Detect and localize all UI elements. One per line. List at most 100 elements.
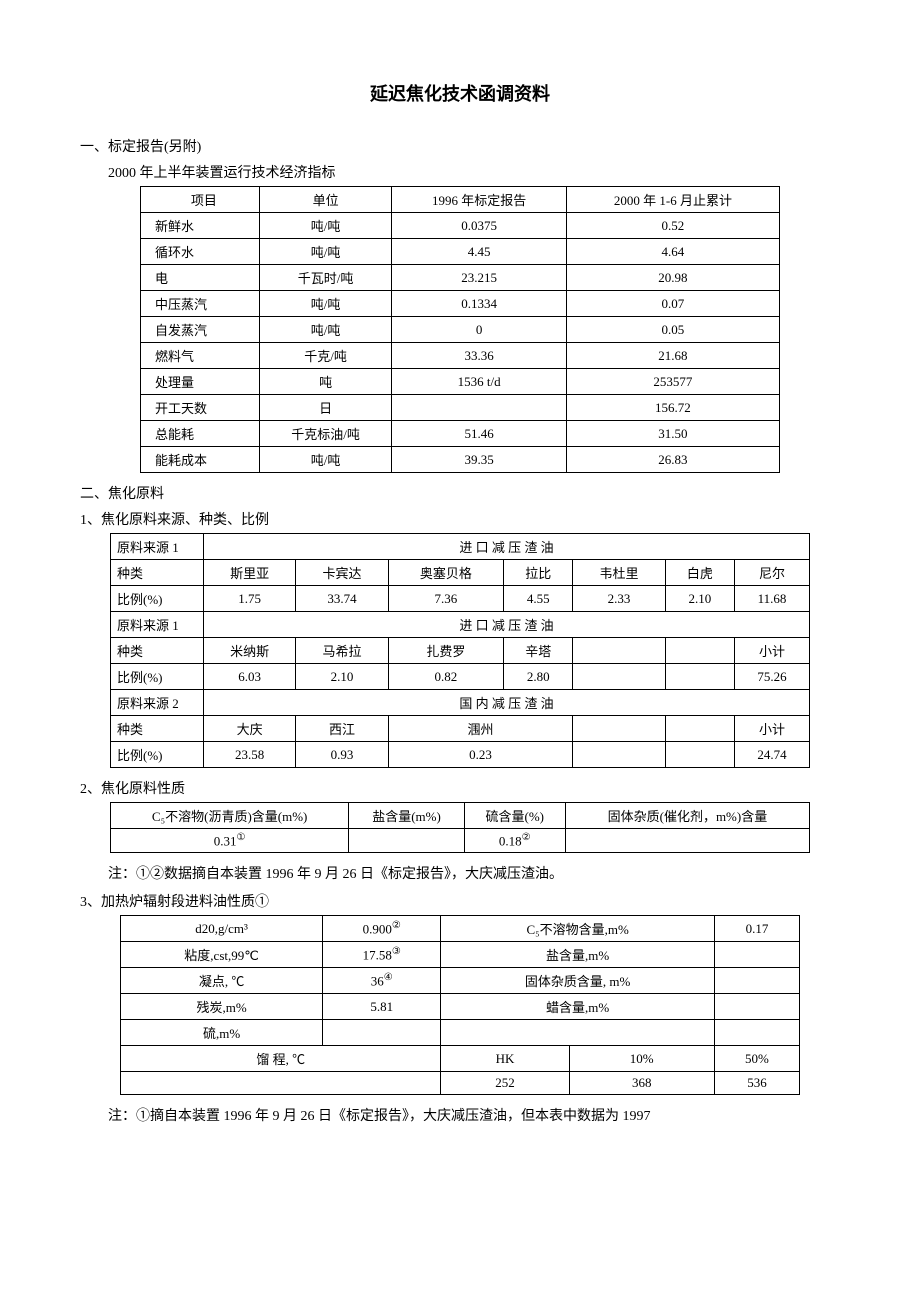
table-cell [714,942,799,968]
t2-k [665,638,734,664]
table-cell [392,395,566,421]
table-cell: 21.68 [566,343,779,369]
table-cell: 0.05 [566,317,779,343]
t3-h0: C₅不溶物(沥青质)含量(m%) [111,803,349,829]
t2-r: 6.03 [204,664,296,690]
sub2-heading: 2、焦化原料性质 [80,778,840,798]
sub2-note: 注：①②数据摘自本装置 1996 年 9 月 26 日《标定报告》，大庆减压渣油… [80,863,840,883]
table-cell [714,994,799,1020]
table-cell: 燃料气 [141,343,260,369]
sub3-heading: 3、加热炉辐射段进料油性质① [80,891,840,911]
table-cell: 39.35 [392,447,566,473]
t2-r [665,664,734,690]
t4-v1: 252 [441,1072,569,1095]
table3: C₅不溶物(沥青质)含量(m%) 盐含量(m%) 硫含量(%) 固体杂质(催化剂… [110,802,810,853]
t2-k: 尼尔 [734,560,809,586]
table-cell: 0.1334 [392,291,566,317]
table-row: 粘度,cst,99℃17.58③盐含量,m% [121,942,800,968]
t1-col2: 1996 年标定报告 [392,187,566,213]
table-cell: 吨/吨 [259,291,392,317]
table-cell: 残炭,m% [121,994,323,1020]
t2-r [573,742,665,768]
table-cell: 日 [259,395,392,421]
t2-ratio3: 比例(%) [111,742,204,768]
table-cell: 51.46 [392,421,566,447]
t2-kind3: 种类 [111,716,204,742]
table2: 原料来源 1 进 口 减 压 渣 油 种类 斯里亚 卡宾达 奥塞贝格 拉比 韦杜… [110,533,810,768]
table-cell: C₅不溶物含量,m% [441,916,715,942]
t2-import2: 进 口 减 压 渣 油 [204,612,810,638]
t2-r: 2.80 [504,664,573,690]
t2-r [573,664,665,690]
table-cell [441,1020,715,1046]
table-cell: 粘度,cst,99℃ [121,942,323,968]
table-cell: 0.0375 [392,213,566,239]
t4-10: 10% [569,1046,714,1072]
t2-r: 4.55 [504,586,573,612]
t4-empty [121,1072,441,1095]
table-cell: 吨/吨 [259,239,392,265]
table-cell: 20.98 [566,265,779,291]
t2-k: 奥塞贝格 [388,560,503,586]
t4-v3: 536 [714,1072,799,1095]
t2-r: 11.68 [734,586,809,612]
t4-hk: HK [441,1046,569,1072]
t1-col0: 项目 [141,187,260,213]
t2-k: 扎费罗 [388,638,503,664]
sub3-note: 注：①摘自本装置 1996 年 9 月 26 日《标定报告》，大庆减压渣油，但本… [80,1105,840,1125]
t2-k: 辛塔 [504,638,573,664]
table-cell: 处理量 [141,369,260,395]
t4-v2: 368 [569,1072,714,1095]
t2-k: 马希拉 [296,638,388,664]
table-cell: 33.36 [392,343,566,369]
t4-range: 馏 程, ℃ [121,1046,441,1072]
table-cell: 253577 [566,369,779,395]
t2-kind2: 种类 [111,638,204,664]
table-cell: 硫,m% [121,1020,323,1046]
table-row: 中压蒸汽吨/吨0.13340.07 [141,291,780,317]
t2-r: 23.58 [204,742,296,768]
t3-h2: 硫含量(%) [464,803,565,829]
table-cell: 新鲜水 [141,213,260,239]
t2-src1b: 原料来源 1 [111,612,204,638]
t2-k: 拉比 [504,560,573,586]
table-cell [714,968,799,994]
t2-r: 0.93 [296,742,388,768]
table-cell: 36④ [323,968,441,994]
t2-k: 涠州 [388,716,573,742]
t2-ratio2: 比例(%) [111,664,204,690]
t3-v0: 0.31① [111,829,349,853]
table-row: 能耗成本吨/吨39.3526.83 [141,447,780,473]
table-cell: 千瓦时/吨 [259,265,392,291]
table-cell: 0.17 [714,916,799,942]
t3-h3: 固体杂质(催化剂，m%)含量 [565,803,809,829]
table-row: 凝点, ℃36④固体杂质含量, m% [121,968,800,994]
table-cell: 1536 t/d [392,369,566,395]
table1: 项目 单位 1996 年标定报告 2000 年 1-6 月止累计 新鲜水吨/吨0… [140,186,780,473]
table-row: 自发蒸汽吨/吨00.05 [141,317,780,343]
table-cell: 4.64 [566,239,779,265]
table-cell: 盐含量,m% [441,942,715,968]
t2-k: 米纳斯 [204,638,296,664]
t2-r: 0.23 [388,742,573,768]
table-cell: 23.215 [392,265,566,291]
t2-src2: 原料来源 2 [111,690,204,716]
t2-k: 韦杜里 [573,560,665,586]
section2-heading: 二、焦化原料 [80,483,840,503]
section1-subtitle: 2000 年上半年装置运行技术经济指标 [80,162,840,182]
table-cell: 千克标油/吨 [259,421,392,447]
table4: d20,g/cm³0.900②C₅不溶物含量,m%0.17粘度,cst,99℃1… [120,915,800,1095]
table-cell: 吨/吨 [259,213,392,239]
t2-kind: 种类 [111,560,204,586]
table-cell: 吨/吨 [259,317,392,343]
table-cell: 固体杂质含量, m% [441,968,715,994]
t3-v3 [565,829,809,853]
t2-import1: 进 口 减 压 渣 油 [204,534,810,560]
t1-col3: 2000 年 1-6 月止累计 [566,187,779,213]
t2-subtotal2: 小计 [734,716,809,742]
t2-k [573,716,665,742]
t3-v1 [349,829,464,853]
table-cell: 0.07 [566,291,779,317]
table-cell: 31.50 [566,421,779,447]
table-cell: 26.83 [566,447,779,473]
